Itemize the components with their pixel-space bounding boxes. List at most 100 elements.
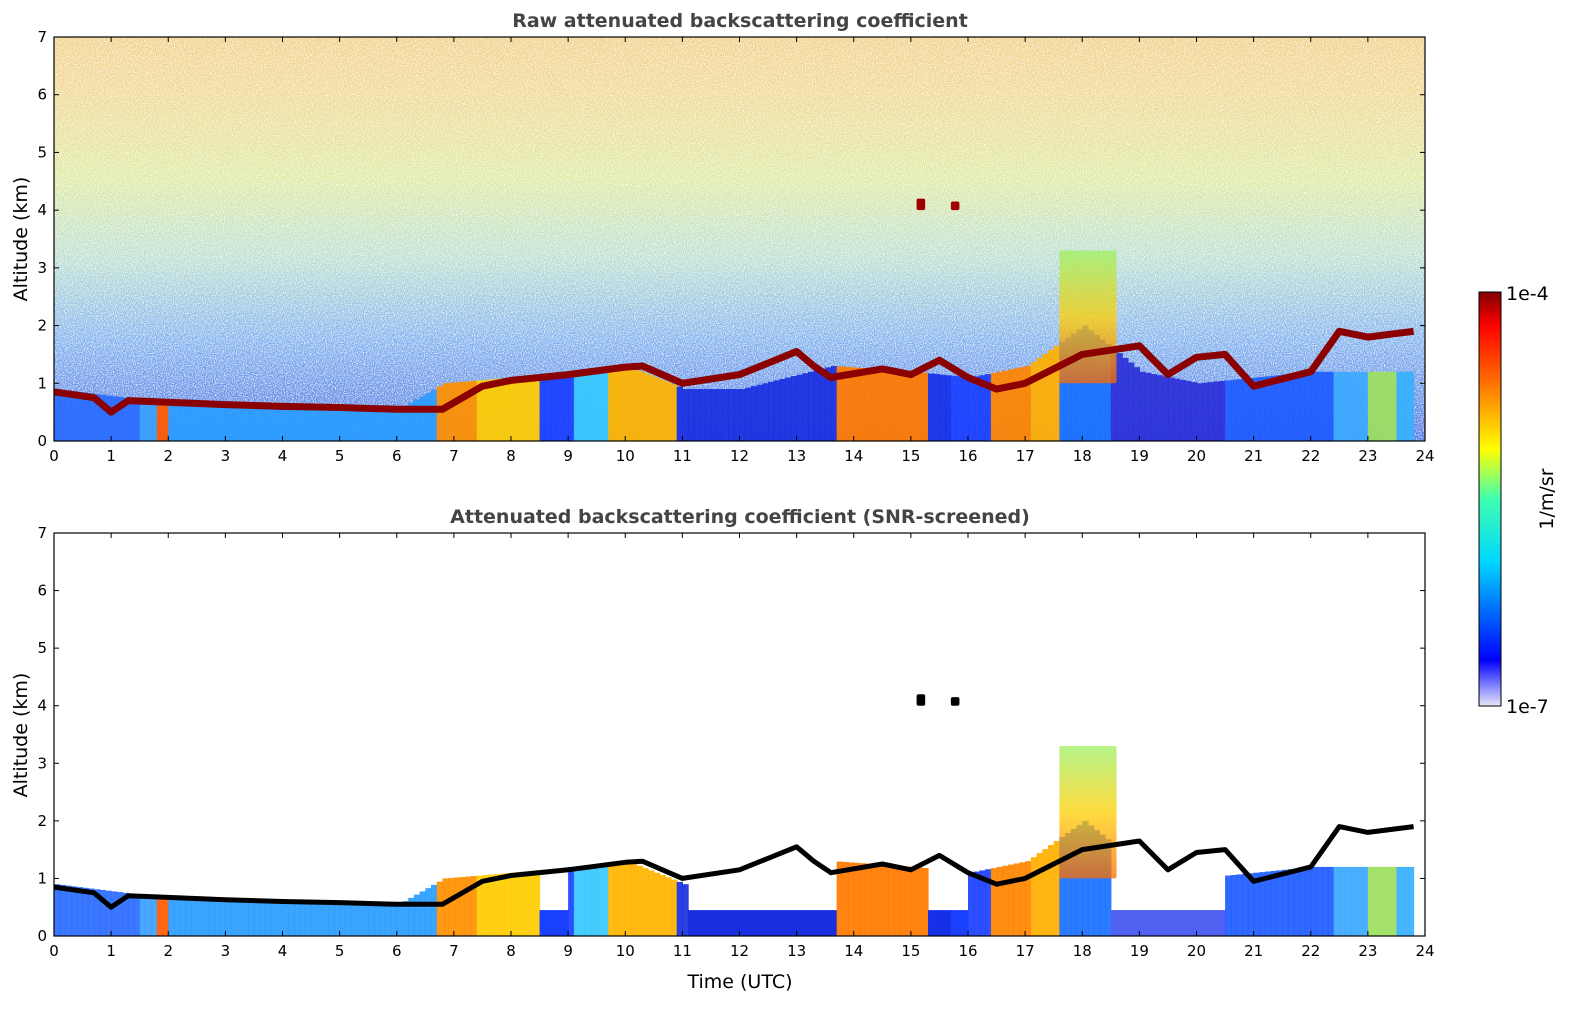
x-tick-label: 22 bbox=[1301, 942, 1320, 960]
elevated-feature bbox=[916, 198, 926, 211]
signal-slice bbox=[196, 899, 204, 936]
signal-slice bbox=[1116, 910, 1123, 936]
signal-slice bbox=[88, 888, 95, 936]
signal-slice bbox=[1367, 371, 1375, 441]
signal-slice bbox=[1247, 378, 1255, 441]
y-tick-label: 7 bbox=[37, 524, 47, 542]
x-tick-label: 11 bbox=[673, 447, 692, 465]
signal-slice bbox=[996, 371, 1003, 441]
signal-slice bbox=[482, 875, 489, 936]
signal-slice bbox=[1150, 910, 1158, 936]
signal-slice bbox=[116, 396, 124, 441]
signal-slice bbox=[151, 896, 158, 936]
signal-slice bbox=[865, 368, 872, 441]
signal-slice bbox=[1379, 371, 1386, 441]
signal-slice bbox=[528, 870, 535, 936]
signal-slice bbox=[213, 900, 221, 936]
signal-slice bbox=[322, 903, 329, 936]
signal-slice bbox=[556, 910, 564, 936]
signal-slice bbox=[1036, 853, 1043, 936]
signal-slice bbox=[802, 910, 809, 936]
signal-slice bbox=[151, 401, 158, 441]
signal-slice bbox=[756, 384, 763, 441]
signal-slice bbox=[1065, 337, 1072, 441]
signal-slice bbox=[1116, 353, 1123, 441]
signal-slice bbox=[1019, 367, 1026, 441]
signal-slice bbox=[333, 408, 341, 441]
x-tick-label: 14 bbox=[844, 447, 863, 465]
signal-slice bbox=[1167, 377, 1175, 441]
signal-slice bbox=[608, 367, 615, 441]
signal-slice bbox=[1196, 910, 1203, 936]
signal-slice bbox=[471, 380, 478, 441]
signal-slice bbox=[1350, 371, 1358, 441]
signal-slice bbox=[842, 861, 849, 936]
y-tick-label: 3 bbox=[37, 754, 47, 772]
x-tick-label: 8 bbox=[506, 447, 516, 465]
signal-slice bbox=[722, 910, 729, 936]
signal-slice bbox=[773, 380, 781, 441]
signal-slice bbox=[265, 902, 272, 936]
signal-slice bbox=[111, 891, 118, 936]
signal-slice bbox=[431, 389, 438, 441]
signal-slice bbox=[1293, 868, 1300, 936]
signal-slice bbox=[579, 370, 586, 441]
signal-slice bbox=[1185, 910, 1192, 936]
signal-slice bbox=[1219, 910, 1226, 936]
signal-slice bbox=[928, 910, 935, 936]
signal-slice bbox=[608, 862, 615, 936]
signal-slice bbox=[1270, 375, 1278, 441]
signal-slice bbox=[528, 375, 535, 441]
y-ticks: 0 1 2 3 4 5 6 7 bbox=[37, 524, 1425, 945]
signal-slice bbox=[156, 402, 164, 441]
signal-slice bbox=[379, 408, 386, 441]
signal-slice bbox=[945, 910, 952, 936]
signal-slice bbox=[870, 368, 878, 441]
signal-slice bbox=[231, 405, 238, 441]
signal-slice bbox=[1065, 832, 1072, 936]
signal-slice bbox=[413, 399, 421, 441]
signal-slice bbox=[945, 375, 952, 441]
signal-slice bbox=[1139, 910, 1146, 936]
signal-slice bbox=[962, 376, 969, 441]
signal-slice bbox=[716, 389, 723, 441]
x-tick-label: 7 bbox=[449, 942, 459, 960]
signal-slice bbox=[225, 405, 232, 441]
signal-slice bbox=[882, 864, 889, 936]
signal-slice bbox=[373, 408, 381, 441]
signal-slice bbox=[802, 373, 809, 441]
signal-slice bbox=[1076, 824, 1083, 936]
signal-slice bbox=[899, 866, 906, 936]
signal-slice bbox=[191, 404, 198, 441]
signal-slice bbox=[293, 407, 301, 441]
signal-slice bbox=[1093, 334, 1100, 441]
y-tick-label: 6 bbox=[37, 582, 47, 600]
signal-slice bbox=[956, 910, 963, 936]
signal-slice bbox=[1087, 330, 1095, 441]
signal-slice bbox=[213, 405, 221, 441]
signal-slice bbox=[465, 381, 472, 441]
signal-slice bbox=[1162, 376, 1169, 441]
x-tick-label: 24 bbox=[1415, 447, 1434, 465]
signal-slice bbox=[968, 377, 975, 441]
signal-slice bbox=[568, 371, 575, 441]
y-tick-label: 3 bbox=[37, 259, 47, 277]
signal-slice bbox=[1093, 830, 1100, 936]
signal-slice bbox=[476, 875, 484, 936]
colorbar-gradient bbox=[1478, 291, 1502, 707]
signal-slice bbox=[1390, 371, 1398, 441]
y-axis-label: Altitude (km) bbox=[10, 673, 32, 798]
signal-slice bbox=[1047, 349, 1055, 441]
signal-slice bbox=[659, 874, 666, 936]
y-tick-label: 2 bbox=[37, 317, 47, 335]
signal-slice bbox=[825, 910, 832, 936]
signal-slice bbox=[808, 371, 815, 441]
signal-slice bbox=[168, 898, 175, 936]
signal-slice bbox=[853, 367, 861, 441]
signal-slice bbox=[585, 865, 592, 936]
signal-slice bbox=[105, 890, 112, 936]
signal-slice bbox=[819, 910, 826, 936]
signal-slice bbox=[596, 368, 603, 441]
signal-slice bbox=[1030, 361, 1038, 441]
signal-slice bbox=[1145, 372, 1152, 441]
